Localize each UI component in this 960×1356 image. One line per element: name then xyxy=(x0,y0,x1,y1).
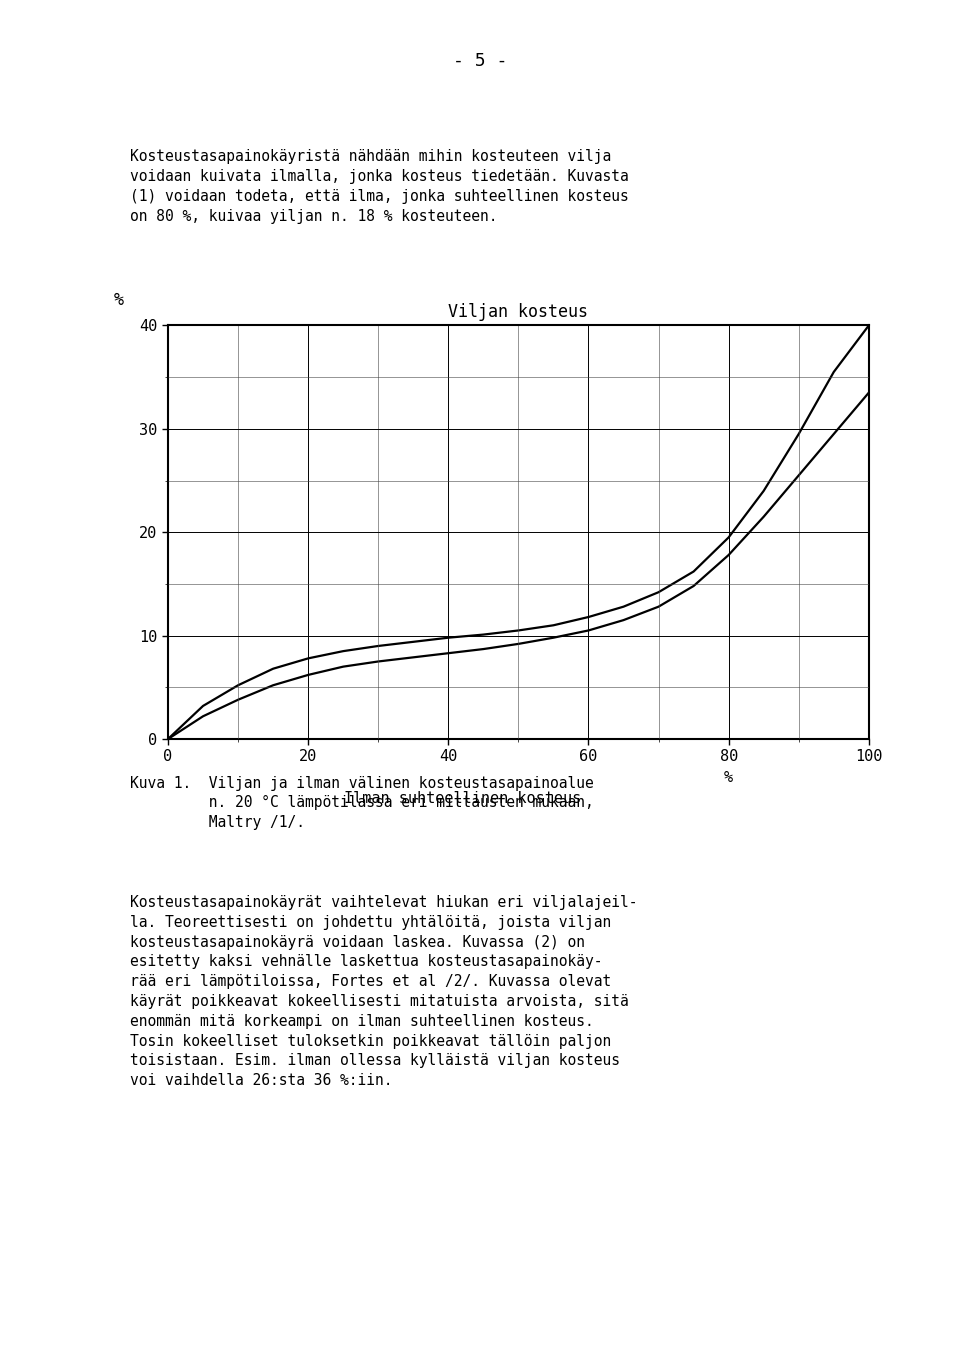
Text: - 5 -: - 5 - xyxy=(453,52,507,69)
Text: Kuva 1.  Viljan ja ilman välinen kosteustasapainoalue
         n. 20 °C lämpötil: Kuva 1. Viljan ja ilman välinen kosteust… xyxy=(130,776,593,830)
Title: Viljan kosteus: Viljan kosteus xyxy=(448,304,588,321)
Text: Kosteustasapainokäyrät vaihtelevat hiukan eri viljalajeil-
la. Teoreettisesti on: Kosteustasapainokäyrät vaihtelevat hiuka… xyxy=(130,895,637,1088)
Text: %: % xyxy=(724,770,733,785)
Text: %: % xyxy=(114,292,124,309)
Text: Kosteustasapainokäyristä nähdään mihin kosteuteen vilja
voidaan kuivata ilmalla,: Kosteustasapainokäyristä nähdään mihin k… xyxy=(130,149,629,224)
Text: Ilman suhteellinen kosteus: Ilman suhteellinen kosteus xyxy=(344,791,581,805)
